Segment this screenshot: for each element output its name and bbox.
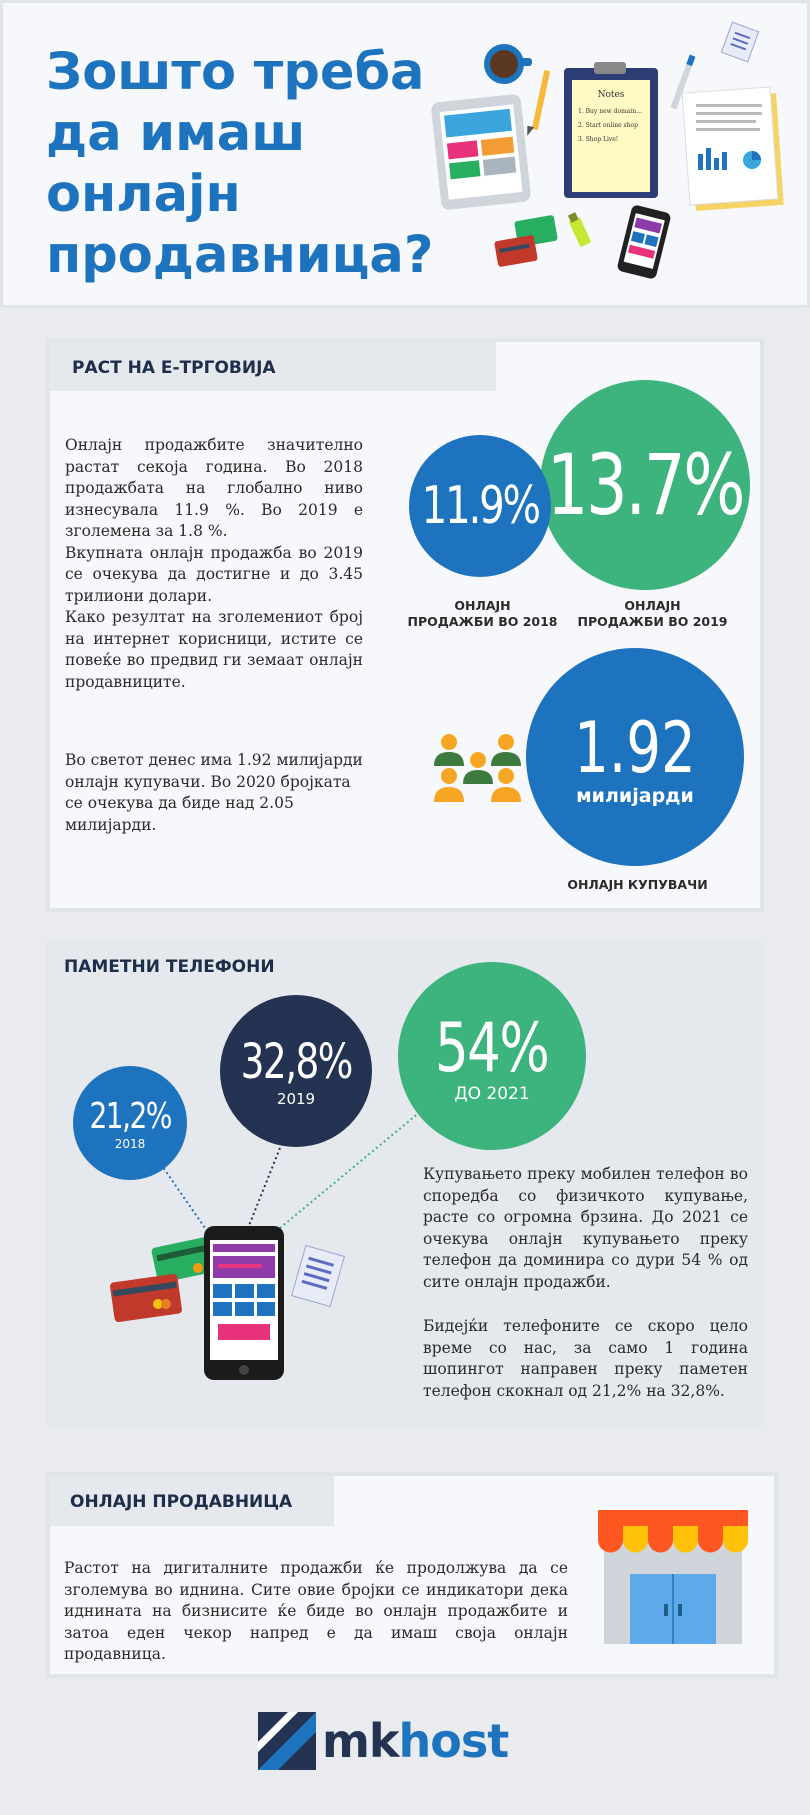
phones-2019-sub: 2019 [276,1090,316,1108]
stat-2019-label-line-2: ПРОДАЖБИ ВО 2019 [577,614,728,629]
mkhost-logo: mk host [258,1712,510,1770]
storefront-icon [598,1510,748,1644]
notes-item-2: 2. Start online shop [578,122,638,129]
header-panel [0,0,810,308]
stat-2018-label-line-2: ПРОДАЖБИ ВО 2018 [407,614,558,629]
stat-circle-phones-2021: 54% ДО 2021 [398,962,586,1150]
stat-circle-2019: 13.7% [540,380,750,590]
mkhost-logo-icon [258,1712,316,1770]
logo-text-host: host [398,1714,510,1768]
smartphone-icon [617,205,671,279]
growth-paragraph-line-1: Онлајн продажбите значително растат секо… [65,436,363,540]
pen-icon [670,54,696,110]
growth-paragraph-line-2: Вкупната онлајн продажба во 2019 се очек… [65,543,363,605]
title-line-4: продавница? [46,226,434,285]
page-title: Зошто треба да имаш онлајн продавница? [46,42,466,286]
stat-2019-label: ОНЛАЈН ПРОДАЖБИ ВО 2019 [565,598,740,630]
notes-item-3: 3. Shop Live! [578,136,618,143]
clipboard-icon: Notes 1. Buy new domain... 2. Start onli… [564,62,658,198]
smartphone-illustration [110,1226,346,1380]
sticky-note-icon [720,21,760,63]
receipt-icon [290,1244,346,1308]
connector-lines [157,1111,421,1229]
phones-2021-value: 54% [435,1008,550,1088]
stat-2019-label-line-1: ОНЛАЈН [624,598,681,613]
phones-paragraph-2: Бидејќи телефоните се скоро цело време с… [423,1317,748,1400]
buyers-paragraph: Во светот денес има 1.92 милијарди онлај… [65,751,363,834]
pencil-icon [527,70,551,136]
stat-circle-phones-2018: 21,2% 2018 [73,1066,187,1180]
phones-2018-sub: 2018 [114,1136,146,1151]
shop-paragraph: Растот на дигиталните продажби ќе продол… [64,1559,568,1663]
credit-card-icon [494,215,558,267]
stat-buyers-label: ОНЛАЈН КУПУВАЧИ [567,877,708,892]
highlighter-icon [567,212,591,247]
growth-paragraph: Онлајн продажбите значително растат секо… [65,435,363,693]
logo-text-mk: mk [322,1714,400,1768]
title-line-1: Зошто треба [46,43,425,102]
stat-2019-value: 13.7% [546,436,746,534]
title-line-2: да имаш [46,104,306,163]
stat-circle-phones-2019: 32,8% 2019 [220,995,372,1147]
coffee-cup-icon [484,44,532,84]
phones-2019-value: 32,8% [240,1034,353,1090]
tablet-icon [431,94,531,210]
phones-2018-value: 21,2% [89,1095,172,1137]
section-heading-shop: ОНЛАЈН ПРОДАВНИЦА [50,1476,334,1526]
stat-circle-buyers: 1.92 милијарди [526,648,744,866]
header-illustration: Notes 1. Buy new domain... 2. Start onli… [431,21,784,279]
document-chart-icon [681,86,784,211]
section-heading-growth: РАСТ НА Е-ТРГОВИЈА [50,342,496,391]
phones-paragraph-1: Купувањето преку мобилен телефон во спор… [423,1165,748,1291]
notes-item-1: 1. Buy new domain... [578,108,642,115]
stat-buyers-value: 1.92 [574,707,696,789]
people-group-icon [434,734,521,802]
smartphone-icon [204,1226,284,1380]
stat-2018-label: ОНЛАЈН ПРОДАЖБИ ВО 2018 [400,598,565,630]
section-heading-smartphones: ПАМЕТНИ ТЕЛЕФОНИ [64,957,275,977]
stat-circle-2018: 11.9% [409,435,551,577]
credit-card-icon [110,1237,215,1323]
stat-buyers-unit: милијарди [576,785,694,807]
growth-paragraph-line-3: Како резултат на зголемениот број на инт… [65,608,363,691]
stat-2018-label-line-1: ОНЛАЈН [454,598,511,613]
notes-heading: Notes [598,90,625,100]
phones-2021-sub: ДО 2021 [454,1083,530,1104]
title-line-3: онлајн [46,165,241,224]
stat-2018-value: 11.9% [421,476,541,536]
